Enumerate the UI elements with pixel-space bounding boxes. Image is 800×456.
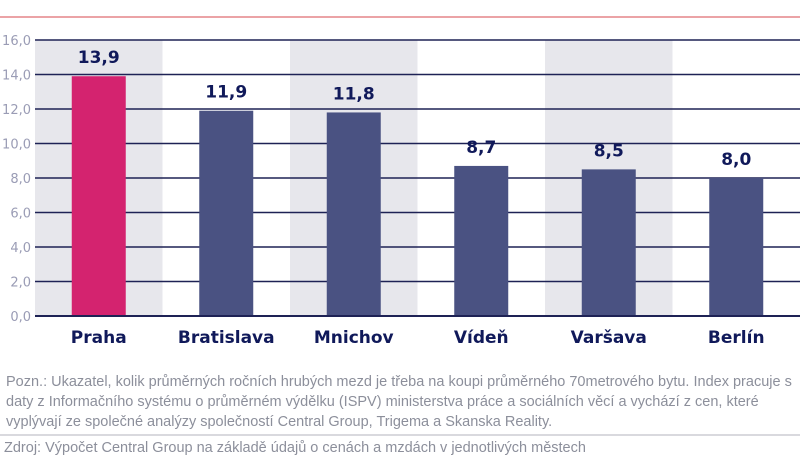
bar-Mnichov [326, 112, 381, 316]
y-tick-label: 6,0 [10, 207, 31, 222]
x-category-label: Berlín [708, 328, 765, 348]
x-category-label: Bratislava [178, 328, 275, 348]
bar-chart: 0,0 2,0 4,0 6,0 8,0 10,0 12,0 14,0 16,0 13,9 Praha… [2, 34, 800, 348]
data-label: 13,9 [78, 48, 120, 68]
data-label: 11,8 [333, 84, 375, 104]
x-category-label: Vídeň [454, 328, 509, 348]
data-label: 8,0 [721, 150, 751, 170]
chart-note: Pozn.: Ukazatel, kolik průměrných ročníc… [6, 374, 792, 430]
bar-Bratislava [199, 110, 254, 316]
x-category-label: Praha [71, 328, 127, 348]
data-label: 8,7 [466, 138, 496, 158]
y-tick-label: 4,0 [10, 241, 31, 256]
bar-Varšava [581, 169, 636, 316]
y-tick-label: 12,0 [2, 103, 31, 118]
footer-divider [0, 434, 800, 436]
y-tick-label: 14,0 [2, 69, 31, 84]
y-tick-label: 2,0 [10, 276, 31, 291]
bar-Berlín [709, 178, 764, 316]
y-tick-label: 8,0 [10, 172, 31, 187]
bar-Vídeň [454, 165, 509, 316]
data-label: 8,5 [594, 141, 624, 161]
bar-Praha [71, 76, 126, 316]
y-tick-label: 0,0 [10, 310, 31, 325]
header-divider [0, 16, 800, 18]
y-tick-label: 10,0 [2, 138, 31, 153]
y-tick-label: 16,0 [2, 34, 31, 49]
x-category-label: Mnichov [314, 328, 394, 348]
data-label: 11,9 [205, 83, 247, 103]
chart-source: Zdroj: Výpočet Central Group na základě … [4, 440, 586, 456]
x-category-label: Varšava [571, 328, 647, 348]
